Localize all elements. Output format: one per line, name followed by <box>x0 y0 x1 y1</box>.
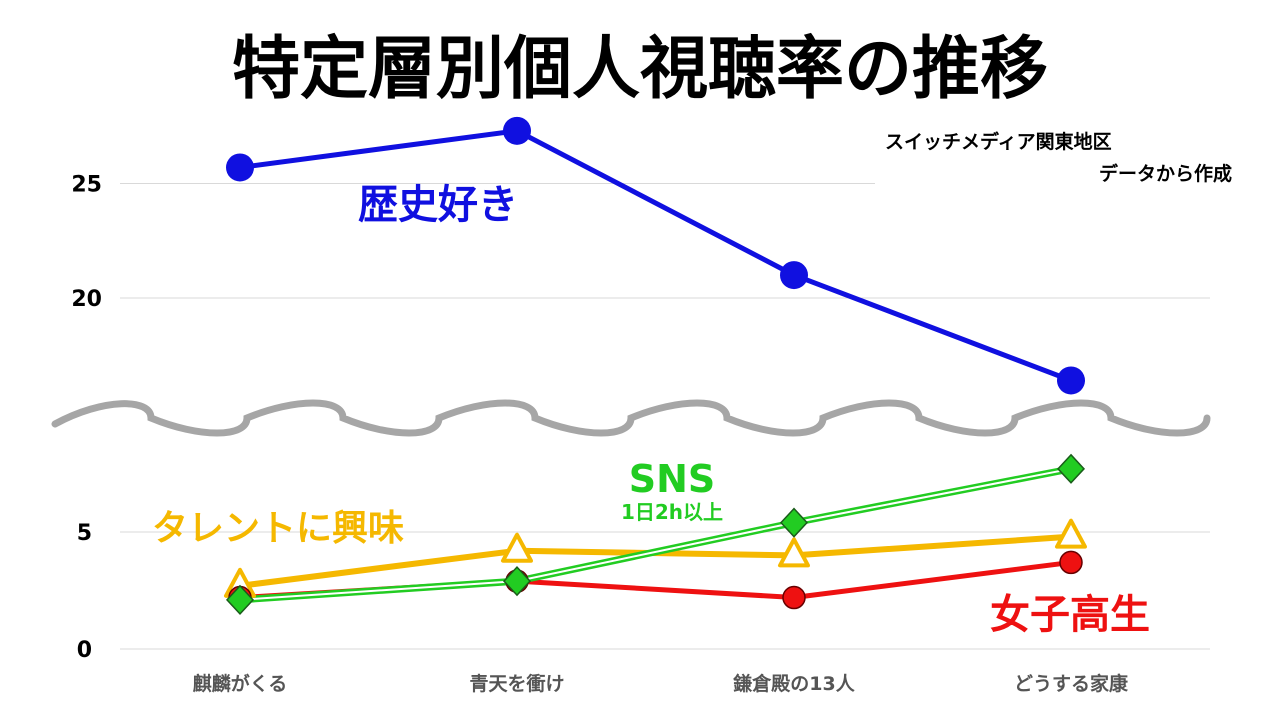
series-label: タレントに興味 <box>152 508 404 549</box>
axis-break-wave <box>51 399 1211 437</box>
x-category-label: 麒麟がくる <box>193 672 288 695</box>
data-point-diamond <box>779 507 809 538</box>
data-point-triangle <box>501 532 533 563</box>
data-point-diamond <box>502 566 532 597</box>
series-label: 女子高生 <box>990 592 1150 638</box>
x-category-label: 鎌倉殿の13人 <box>733 672 855 695</box>
series-line-highlight-2 <box>239 467 1072 601</box>
x-category-label: 青天を衝け <box>469 672 564 695</box>
source-note-line-2: データから作成 <box>1099 162 1232 185</box>
data-point-circle <box>780 261 808 290</box>
y-tick-label: 0 <box>77 638 92 663</box>
data-point-triangle <box>778 537 810 568</box>
series-sublabel: 1日2h以上 <box>621 500 723 524</box>
source-note-line-1: スイッチメディア関東地区 <box>885 130 1112 153</box>
x-axis-categories: 麒麟がくる 青天を衝け 鎌倉殿の13人 どうする家康 <box>193 672 1129 695</box>
data-point-circle <box>226 153 254 182</box>
data-point-diamond <box>225 584 255 615</box>
data-point-circle <box>1059 550 1083 575</box>
data-point-circle <box>782 585 806 610</box>
series-label: 歴史好き <box>358 182 518 228</box>
data-point-circle <box>1057 366 1085 395</box>
y-tick-label: 25 <box>71 173 102 198</box>
y-axis-ticks: 25 20 5 0 <box>71 173 102 664</box>
data-point-circle <box>503 116 531 145</box>
chart-title: 特定層別個人視聴率の推移 <box>232 30 1048 109</box>
y-tick-label: 20 <box>71 287 102 312</box>
gridlines <box>120 183 1210 650</box>
series-line-0 <box>239 128 1072 383</box>
y-tick-label: 5 <box>77 521 92 546</box>
series-label: SNS <box>629 457 716 501</box>
axis-break <box>44 392 1218 444</box>
series-group <box>224 116 1087 615</box>
data-point-triangle <box>1055 518 1087 549</box>
x-category-label: どうする家康 <box>1014 672 1129 695</box>
data-point-diamond <box>1056 453 1086 484</box>
